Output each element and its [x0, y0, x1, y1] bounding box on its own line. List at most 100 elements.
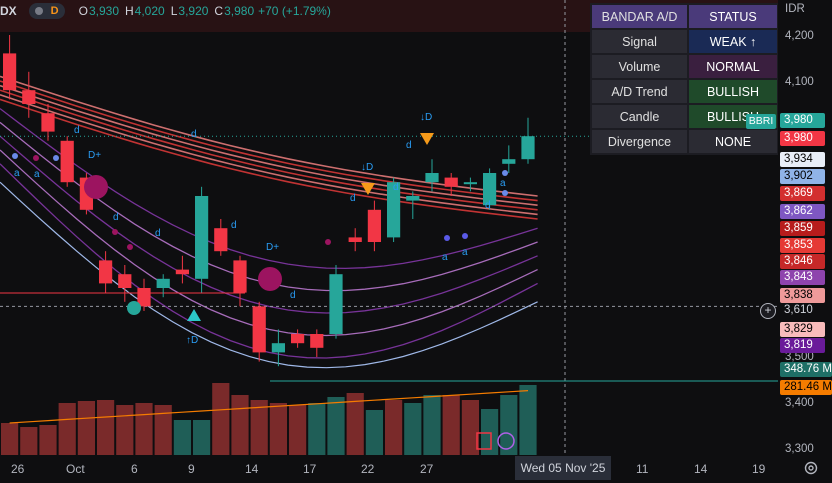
time-label: Oct	[66, 462, 85, 476]
candle-body	[156, 278, 170, 288]
price-tag: 3,859	[780, 221, 825, 236]
price-tick: 3,500	[785, 351, 814, 363]
candle-body	[233, 260, 247, 293]
candle-body	[521, 136, 535, 160]
small-signal-dot	[444, 235, 450, 241]
time-label: 19	[752, 462, 766, 476]
timeframe-pill[interactable]: D	[28, 3, 65, 19]
symbol-badge: BBRI	[746, 114, 776, 129]
a-marker-label: a	[500, 178, 506, 189]
ma-ribbon-line	[0, 98, 538, 220]
d-marker-label: d	[231, 220, 237, 231]
price-tag: 3,980	[780, 131, 825, 146]
high-key: H	[125, 4, 134, 18]
table-header-row: BANDAR A/D STATUS	[592, 5, 777, 28]
volume-bar	[58, 403, 76, 455]
add-alert-button[interactable]: +	[760, 303, 776, 319]
crosshair-date-label: Wed 05 Nov '25	[515, 456, 611, 480]
time-label: 6	[131, 462, 138, 476]
time-label: 27	[420, 462, 434, 476]
price-tick: 4,200	[785, 30, 814, 42]
volume-bar	[404, 403, 422, 455]
time-label: 9	[188, 462, 195, 476]
ma-ribbon-line	[0, 94, 538, 216]
close-key: C	[214, 4, 224, 18]
candle-body	[387, 182, 401, 238]
low-value: 3,920	[178, 4, 209, 18]
candle-body	[214, 228, 228, 252]
volume-bar	[461, 400, 479, 455]
row-value-volume: NORMAL	[689, 55, 777, 78]
candle-body	[310, 334, 324, 348]
candle-body	[195, 196, 209, 279]
price-tick: 3,400	[785, 397, 814, 409]
close-value: 3,980	[224, 4, 255, 18]
a-marker-label: a	[442, 252, 448, 263]
volume-ma-line	[9, 390, 529, 424]
small-signal-dot	[112, 229, 118, 235]
time-label: 14	[245, 462, 259, 476]
table-row: A/D Trend BULLISH	[592, 80, 777, 103]
price-tag: 3,853	[780, 238, 825, 253]
volume-bar	[442, 395, 460, 455]
small-signal-dot	[502, 190, 508, 196]
candle-body	[137, 288, 151, 307]
symbol-label[interactable]: DX	[0, 4, 17, 18]
open-value: 3,930	[88, 4, 119, 18]
row-label-volume: Volume	[592, 55, 687, 78]
small-signal-dot	[325, 239, 331, 245]
candle-body	[271, 343, 285, 353]
volume-bar	[1, 423, 19, 455]
gear-icon[interactable]	[803, 460, 819, 476]
d-marker-label: d	[155, 228, 161, 239]
down-triangle-marker	[361, 183, 375, 195]
small-signal-dot	[502, 170, 508, 176]
volume-bar	[519, 385, 537, 455]
row-value-signal: WEAK ↑	[689, 30, 777, 53]
table-row: Volume NORMAL	[592, 55, 777, 78]
table-header-status: STATUS	[689, 5, 777, 28]
accumulation-dot-marker	[84, 175, 108, 199]
ma-ribbon-line	[0, 80, 538, 202]
time-axis[interactable]	[0, 455, 778, 483]
candle-body	[406, 196, 420, 201]
high-value: 4,020	[134, 4, 165, 18]
up-triangle-marker	[187, 309, 201, 321]
volume-bar	[173, 420, 191, 455]
volume-bar	[20, 427, 38, 455]
price-tag: 3,843	[780, 270, 825, 285]
candle-body	[463, 182, 477, 185]
candle-body	[502, 159, 516, 164]
d-marker-label: d	[191, 129, 197, 140]
row-value-ad-trend: BULLISH	[689, 80, 777, 103]
ma-ribbon-line	[0, 84, 538, 206]
price-tick: 4,100	[785, 76, 814, 88]
price-tag: 3,869	[780, 186, 825, 201]
candle-body	[329, 274, 343, 334]
bandar-status-table: BANDAR A/D STATUS Signal WEAK ↑ Volume N…	[590, 3, 779, 155]
plus-icon: +	[764, 303, 772, 317]
ma-ribbon-line	[0, 135, 538, 314]
price-tag: 3,610	[780, 303, 825, 318]
volume-tag: 281.46 M	[780, 380, 832, 395]
earnings-icon	[476, 432, 492, 450]
volume-bar	[231, 395, 249, 455]
volume-bar	[39, 425, 57, 455]
a-marker-label: a	[462, 247, 468, 258]
small-signal-dot	[12, 153, 18, 159]
row-label-candle: Candle	[592, 105, 687, 128]
down-triangle-marker	[420, 133, 434, 145]
volume-bar	[365, 410, 383, 455]
accumulation-dot-marker	[258, 267, 282, 291]
ma-ribbon-line	[0, 163, 538, 359]
volume-bar	[116, 405, 134, 455]
volume-bar	[250, 400, 268, 455]
d-marker-label: d	[406, 140, 412, 151]
volume-bar	[500, 395, 518, 455]
candle-body	[367, 209, 381, 242]
ma-ribbon-line	[0, 108, 538, 270]
timeframe-label: D	[50, 5, 59, 17]
row-label-divergence: Divergence	[592, 130, 687, 153]
down-d-marker-label: ↓D	[420, 112, 432, 123]
